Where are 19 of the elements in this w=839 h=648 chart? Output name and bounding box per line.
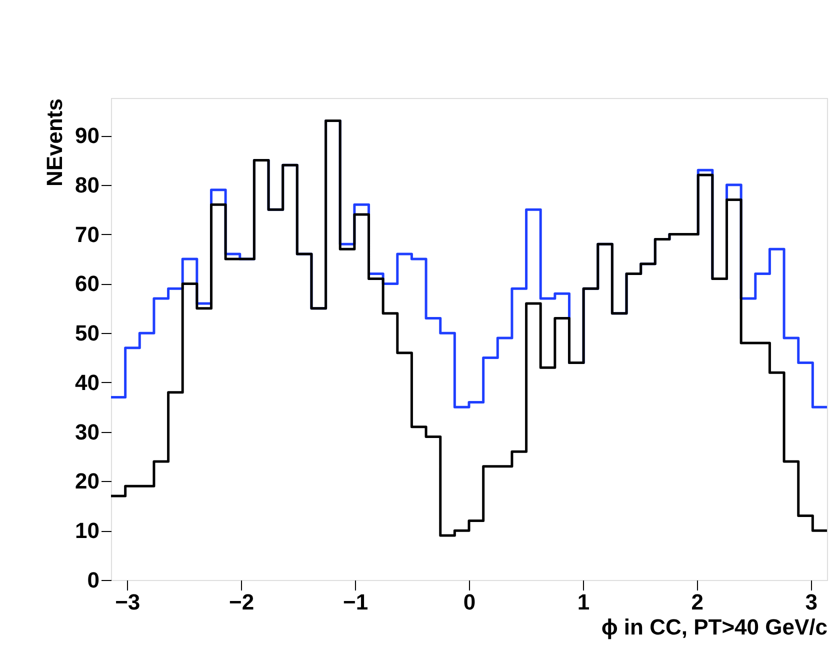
x-tick-label: 3 (805, 590, 818, 614)
x-tick-label: 0 (463, 590, 476, 614)
y-tick-label: 90 (75, 123, 100, 148)
y-tick-label: 30 (75, 419, 100, 444)
x-axis-title: ϕ in CC, PT>40 GeV/c (601, 614, 828, 640)
y-tick-label: 10 (75, 518, 100, 544)
x-tick-label: −3 (115, 590, 140, 614)
y-tick-label: 70 (75, 222, 100, 247)
x-tick-label: −2 (229, 590, 254, 614)
y-tick-label: 60 (75, 271, 100, 296)
x-tick-label: 1 (577, 590, 590, 614)
y-axis-title: NEvents (42, 98, 68, 187)
x-tick-label: 2 (691, 590, 704, 614)
y-tick-label: 80 (75, 172, 100, 198)
y-tick-label: 40 (75, 370, 100, 395)
x-tick-label: −1 (343, 590, 368, 614)
y-tick-label: 50 (75, 320, 100, 346)
y-tick-label: 0 (87, 568, 100, 592)
y-tick-label: 20 (75, 468, 100, 494)
